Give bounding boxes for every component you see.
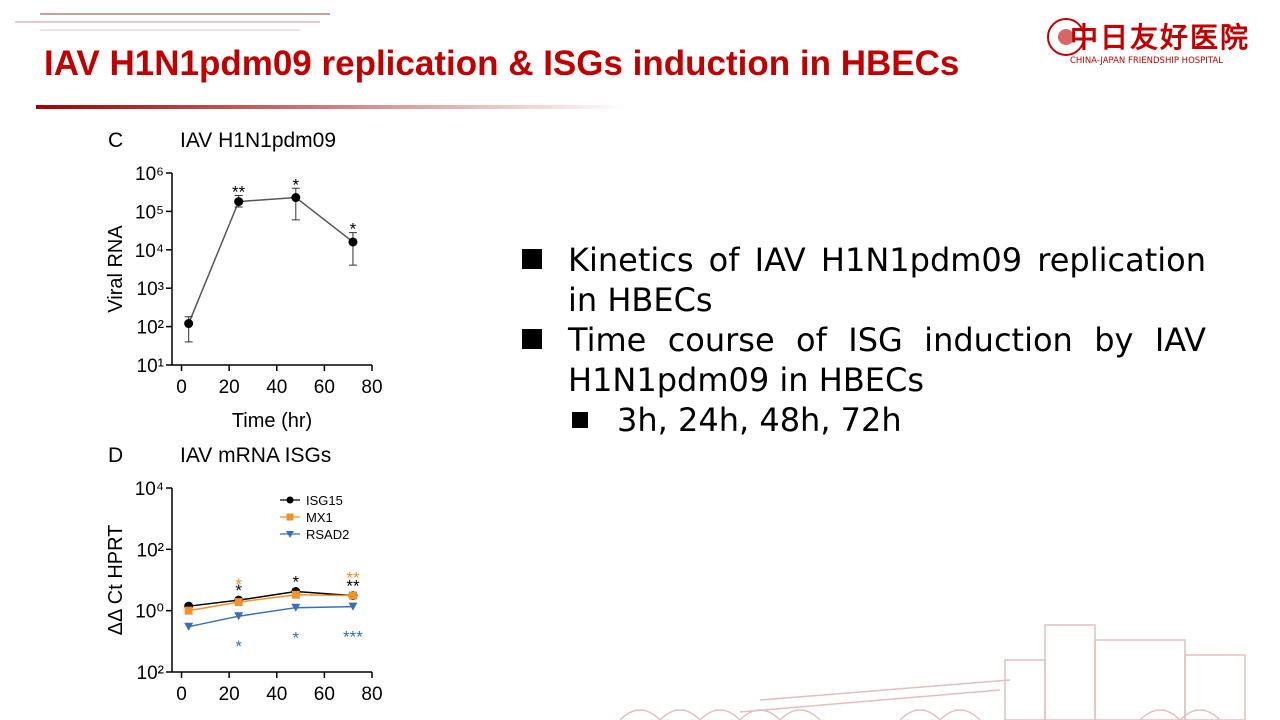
bullet: Kinetics of IAV H1N1pdm09 replication in… bbox=[522, 240, 1206, 320]
y-axis-label: ΔΔ Ct HPRT bbox=[105, 525, 127, 636]
charts: C IAV H1N1pdm09 10¹ 10² 10³ 10⁴ 10⁵ 10⁶ 0 20 40 60 8… bbox=[105, 129, 383, 705]
bullet: Time course of ISG induction by IAV H1N1… bbox=[522, 320, 1206, 400]
point bbox=[348, 591, 357, 600]
point bbox=[348, 602, 358, 611]
chart-title: IAV mRNA ISGs bbox=[180, 444, 331, 467]
point bbox=[348, 237, 358, 247]
significance: * bbox=[235, 637, 242, 656]
chart-title: IAV H1N1pdm09 bbox=[180, 129, 336, 152]
significance: ** bbox=[346, 577, 360, 596]
significance: *** bbox=[343, 628, 363, 647]
point bbox=[184, 319, 194, 329]
sub-bullet: 3h, 24h, 48h, 72h bbox=[522, 400, 1206, 440]
bullet-list: Kinetics of IAV H1N1pdm09 replication in… bbox=[522, 240, 1206, 440]
y-tick-label: 10⁶ bbox=[135, 164, 164, 185]
x-tick-label: 40 bbox=[266, 684, 287, 705]
point bbox=[291, 590, 300, 599]
y-tick-label: 10⁰ bbox=[135, 602, 164, 623]
point bbox=[184, 622, 194, 631]
panel-label: D bbox=[108, 444, 123, 467]
slide-title: IAV H1N1pdm09 replication & ISGs inducti… bbox=[44, 44, 960, 83]
series-line bbox=[188, 605, 353, 628]
legend-label: MX1 bbox=[306, 510, 333, 525]
point bbox=[184, 606, 193, 615]
logo-text: 中日友好医院 bbox=[1069, 21, 1250, 54]
significance: * bbox=[292, 629, 299, 648]
significance: * bbox=[235, 581, 242, 600]
y-tick-label: 10² bbox=[137, 318, 164, 339]
y-tick-label: 10⁵ bbox=[135, 202, 164, 223]
x-tick-label: 20 bbox=[219, 684, 240, 705]
y-tick-label: 10² bbox=[137, 663, 164, 684]
y-tick-label: 10³ bbox=[137, 279, 164, 300]
series-line bbox=[188, 590, 354, 607]
significance: ** bbox=[232, 182, 246, 201]
significance: * bbox=[235, 575, 242, 594]
y-tick-label: 10² bbox=[137, 540, 164, 561]
logo-subtitle: CHINA-JAPAN FRIENDSHIP HOSPITAL bbox=[1069, 56, 1223, 66]
series-line bbox=[187, 196, 354, 324]
significance: * bbox=[292, 573, 299, 592]
legend-marker bbox=[286, 531, 294, 538]
significance: * bbox=[292, 175, 299, 194]
logo-emblem bbox=[1047, 18, 1085, 56]
y-tick-label: 10⁴ bbox=[135, 479, 164, 500]
legend-marker bbox=[286, 513, 294, 521]
logo-emblem bbox=[1058, 29, 1074, 45]
x-tick-label: 80 bbox=[361, 684, 382, 705]
point bbox=[291, 603, 301, 612]
y-tick-label: 10⁴ bbox=[135, 241, 164, 262]
legend-label: RSAD2 bbox=[306, 527, 349, 542]
series-line bbox=[188, 594, 353, 612]
x-tick-label: 0 bbox=[176, 377, 187, 398]
legend-marker bbox=[286, 496, 294, 504]
x-tick-label: 0 bbox=[176, 684, 187, 705]
x-tick-label: 20 bbox=[219, 377, 240, 398]
panel-label: C bbox=[108, 129, 123, 152]
significance: * bbox=[350, 220, 357, 239]
legend-label: ISG15 bbox=[306, 493, 343, 508]
x-tick-label: 60 bbox=[314, 377, 335, 398]
x-tick-label: 80 bbox=[361, 377, 382, 398]
point bbox=[234, 612, 244, 621]
point bbox=[234, 197, 244, 207]
building-skyline bbox=[619, 624, 1246, 720]
point bbox=[291, 193, 301, 203]
point bbox=[234, 598, 243, 607]
x-tick-label: 40 bbox=[266, 377, 287, 398]
x-tick-label: 60 bbox=[314, 684, 335, 705]
logo: 中日友好医院 CHINA-JAPAN FRIENDSHIP HOSPITAL bbox=[1018, 16, 1250, 66]
title-rule bbox=[36, 105, 626, 109]
x-axis-label: Time (hr) bbox=[232, 410, 312, 432]
y-tick-label: 10¹ bbox=[137, 356, 164, 377]
significance: ** bbox=[346, 569, 360, 588]
y-axis-label: Viral RNA bbox=[105, 225, 127, 313]
